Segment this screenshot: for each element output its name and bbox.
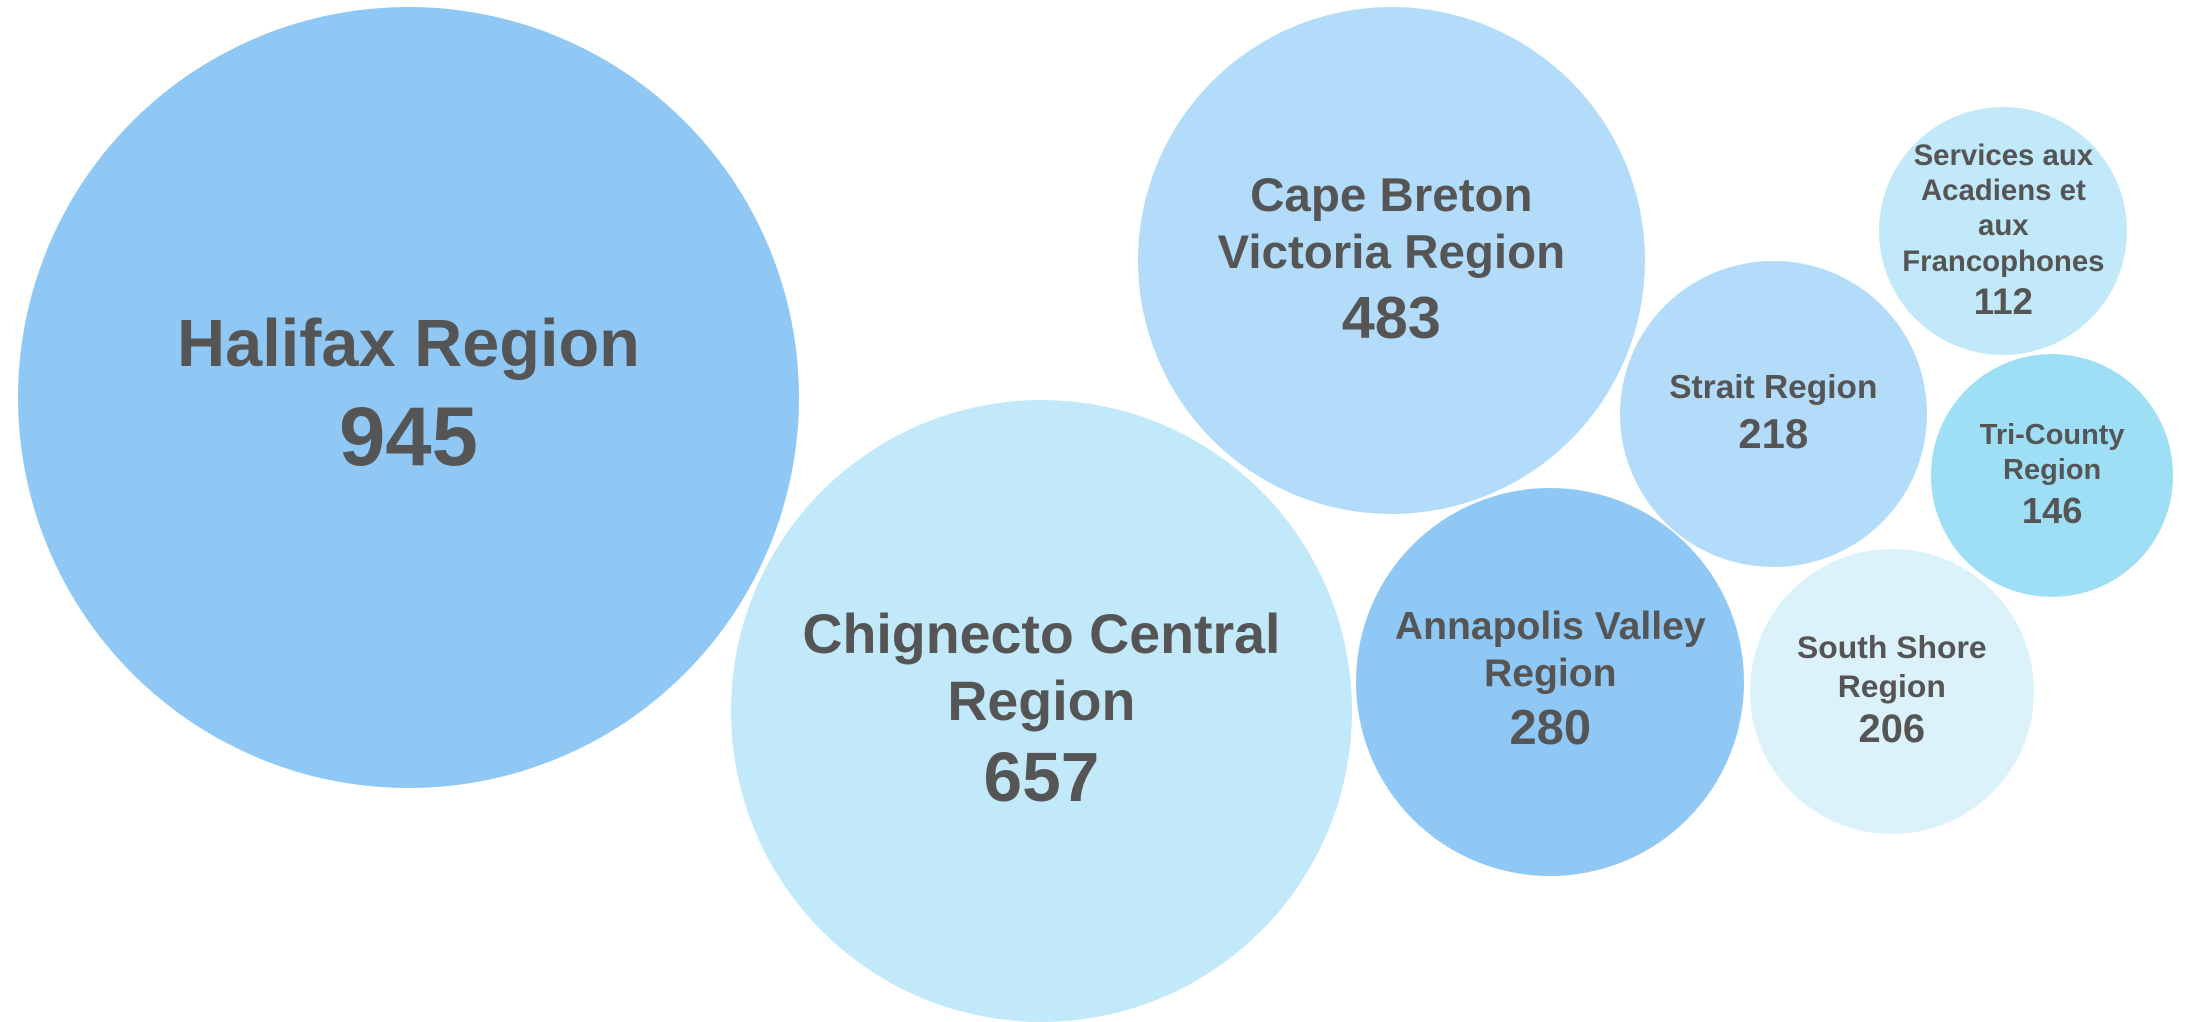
bubble-label: Services aux Acadiens et aux Francophone…	[1902, 138, 2105, 278]
bubble: Services aux Acadiens et aux Francophone…	[1879, 107, 2128, 356]
bubble: Tri-County Region 146	[1930, 354, 2174, 597]
bubble-value: 483	[1341, 283, 1441, 351]
bubble-label: Tri-County Region	[1979, 418, 2125, 486]
bubble: Halifax Region 945	[18, 6, 799, 788]
bubble-label: Annapolis Valley Region	[1394, 605, 1706, 696]
bubble-label: Cape Breton Victoria Region	[1217, 168, 1566, 279]
bubble-value: 206	[1858, 706, 1926, 751]
bubble-value: 112	[1973, 280, 2033, 322]
bubble-value: 146	[2021, 489, 2083, 531]
bubble: Annapolis Valley Region 280	[1356, 487, 1745, 876]
bubble: South Shore Region 206	[1749, 549, 2035, 834]
bubble-value: 945	[338, 390, 478, 484]
bubble-value: 657	[983, 738, 1100, 817]
bubble-label: Halifax Region	[177, 307, 640, 382]
bubble: Chignecto Central Region 657	[730, 400, 1353, 1022]
bubble: Cape Breton Victoria Region 483	[1137, 6, 1646, 515]
bubble-label: South Shore Region	[1797, 629, 1987, 704]
bubble-value: 218	[1738, 409, 1809, 457]
bubble-value: 280	[1509, 701, 1592, 756]
bubble-label: Chignecto Central Region	[802, 603, 1281, 732]
bubble: Strait Region 218	[1619, 260, 1927, 568]
bubble-label: Strait Region	[1669, 368, 1878, 406]
